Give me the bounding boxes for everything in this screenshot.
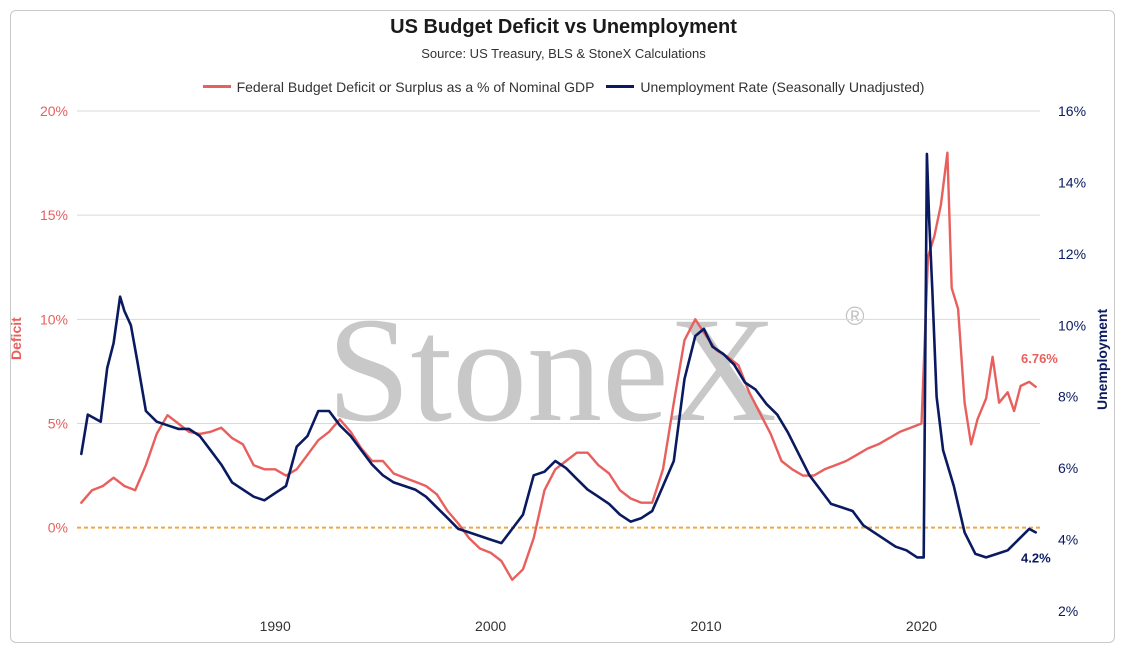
y-right-tick-label: 6% xyxy=(1058,460,1078,476)
legend-swatch-unemployment xyxy=(606,85,635,88)
legend-swatch-deficit xyxy=(202,85,231,88)
y-left-tick-label: 20% xyxy=(40,103,68,119)
series-line-unemployment xyxy=(80,152,1037,559)
y-left-tick-label: 5% xyxy=(48,416,68,432)
y-right-tick-label: 12% xyxy=(1058,246,1086,262)
x-tick-label: 2010 xyxy=(690,618,721,634)
y-left-tick-label: 0% xyxy=(48,520,68,536)
y-left-tick-label: 10% xyxy=(40,311,68,327)
y-right-tick-label: 16% xyxy=(1058,103,1086,119)
y-right-tick-label: 14% xyxy=(1058,174,1086,190)
legend-label-deficit: Federal Budget Deficit or Surplus as a %… xyxy=(236,78,595,95)
legend: Federal Budget Deficit or Surplus as a %… xyxy=(0,75,1127,95)
y-left-axis-title: Deficit xyxy=(8,317,24,360)
chart-subtitle: Source: US Treasury, BLS & StoneX Calcul… xyxy=(421,46,706,61)
y-right-tick-label: 4% xyxy=(1058,532,1078,548)
x-tick-label: 2000 xyxy=(475,618,506,634)
legend-item-unemployment[interactable]: Unemployment Rate (Seasonally Unadjusted… xyxy=(606,79,924,95)
series-line-deficit xyxy=(80,151,1037,581)
x-tick-label: 2020 xyxy=(906,618,937,634)
watermark-registered-mark: ® xyxy=(845,301,864,331)
x-tick-label: 1990 xyxy=(260,618,291,634)
watermark-logo: StoneX xyxy=(327,287,777,453)
end-label-deficit: 6.76% xyxy=(1021,351,1058,366)
y-right-axis-title: Unemployment xyxy=(1094,308,1110,410)
y-left-tick-label: 15% xyxy=(40,207,68,223)
chart-title: US Budget Deficit vs Unemployment xyxy=(390,16,737,38)
y-right-tick-label: 2% xyxy=(1058,603,1078,619)
legend-item-deficit[interactable]: Federal Budget Deficit or Surplus as a %… xyxy=(202,78,595,95)
end-label-unemployment: 4.2% xyxy=(1021,550,1051,565)
legend-label-unemployment: Unemployment Rate (Seasonally Unadjusted… xyxy=(640,78,925,95)
chart-frame xyxy=(10,10,1115,643)
y-right-tick-label: 10% xyxy=(1058,317,1086,333)
y-right-tick-label: 8% xyxy=(1058,389,1078,405)
